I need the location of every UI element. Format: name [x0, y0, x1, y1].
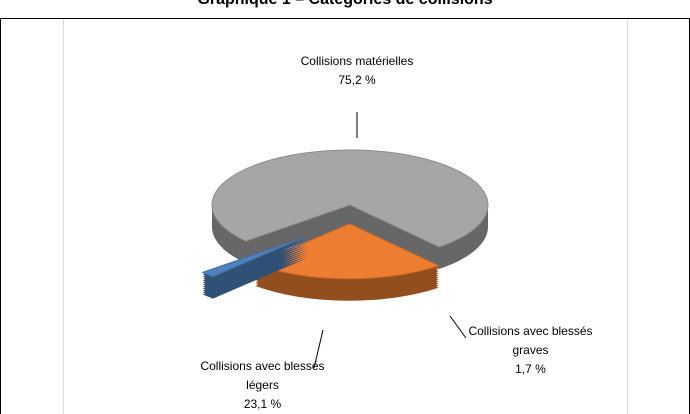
value-label: 23,1 % [243, 397, 282, 411]
category-label: Collisions avec blessés graves [468, 324, 593, 357]
slice [211, 149, 489, 248]
data-label: Collisions avec blessés graves 1,7 % [468, 322, 593, 379]
value-label: 75,2 % [338, 73, 376, 87]
data-label: Collisions matérielles 75,2 % [287, 52, 427, 90]
chart-title: Graphique 1 – Catégories de collisions [0, 0, 690, 9]
category-label: Collisions avec blessés légers [200, 359, 325, 392]
leader-line [313, 329, 324, 369]
leader-line [449, 315, 467, 339]
pie [201, 149, 489, 301]
category-label: Collisions matérielles [300, 54, 414, 68]
value-label: 1,7 % [515, 362, 546, 376]
slice [201, 235, 308, 278]
data-label: Collisions avec blessés légers 23,1 % [200, 357, 325, 414]
